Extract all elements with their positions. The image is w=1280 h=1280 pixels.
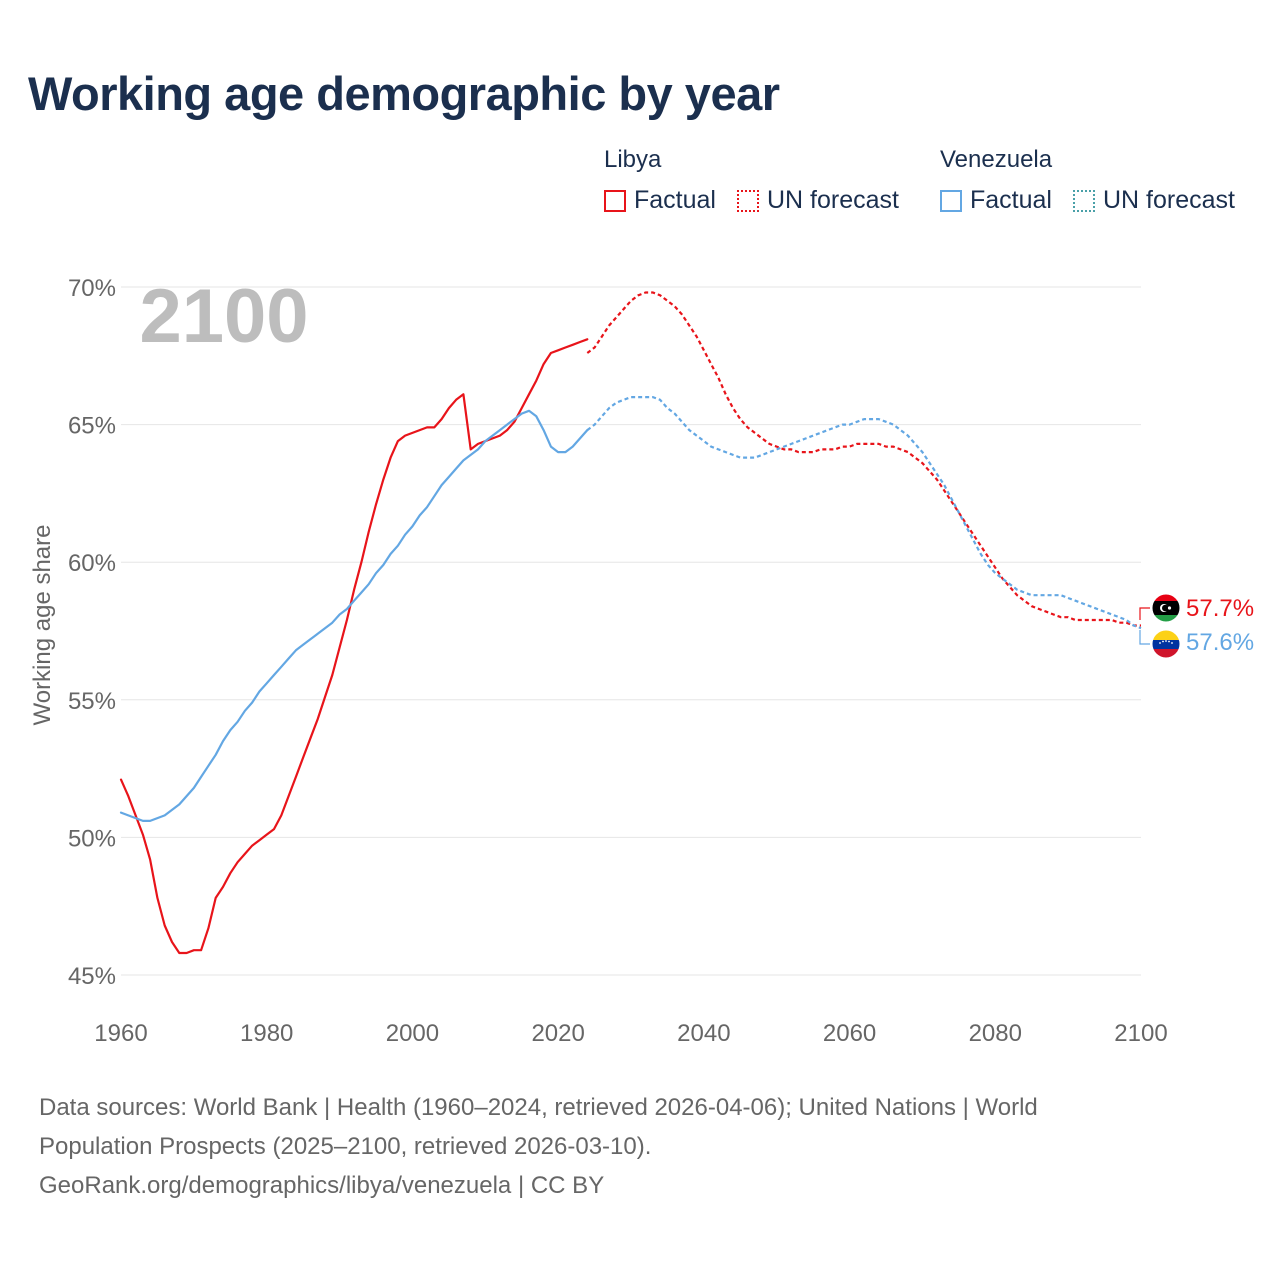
legend-venezuela-factual[interactable]: Factual (940, 186, 1052, 215)
y-tick-label: 65% (68, 413, 116, 440)
legend-libya-forecast-swatch (737, 189, 759, 212)
y-axis-label: Working age share (29, 525, 56, 726)
legend-libya-forecast[interactable]: UN forecast (737, 186, 899, 215)
x-tick-label: 2100 (1114, 1020, 1167, 1047)
legend-group-venezuela: Venezuela (940, 146, 1053, 173)
libya-flag-icon (1151, 593, 1181, 623)
x-tick-label: 1960 (94, 1020, 147, 1047)
venezuela-flag-icon (1151, 629, 1181, 659)
legend-venezuela-forecast-label: UN forecast (1103, 186, 1235, 214)
legend-libya-forecast-label: UN forecast (767, 186, 899, 214)
y-axis-ticks: 45% 50% 55% 60% 65% 70% (68, 275, 116, 990)
legend-venezuela-forecast[interactable]: UN forecast (1073, 186, 1235, 215)
legend-venezuela-factual-swatch (940, 189, 962, 212)
legend-libya-factual-swatch (604, 189, 626, 212)
y-tick-label: 60% (68, 550, 116, 577)
libya-end-connector (1139, 607, 1150, 620)
y-tick-label: 45% (68, 963, 116, 990)
x-tick-label: 1980 (240, 1020, 293, 1047)
y-tick-label: 55% (68, 688, 116, 715)
libya-end-value: 57.7% (1186, 595, 1254, 622)
legend-venezuela-forecast-swatch (1073, 189, 1095, 212)
footer-sources: Data sources: World Bank | Health (1960–… (39, 1088, 1159, 1205)
legend-libya-factual-label: Factual (634, 186, 716, 214)
grid-lines (121, 286, 1141, 976)
line-chart: 45% 50% 55% 60% 65% 70% 1960 1980 2000 2020 2040 2… (29, 274, 1254, 1047)
series-line-venezuela-un-forecast[interactable] (586, 396, 1142, 630)
legend-venezuela-factual-label: Factual (970, 186, 1052, 214)
y-tick-label: 50% (68, 825, 116, 852)
series-line-libya-un-forecast[interactable] (586, 291, 1141, 627)
legend-libya-factual[interactable]: Factual (604, 186, 716, 215)
series-group (119, 291, 1142, 955)
chart-title: Working age demographic by year (28, 67, 780, 120)
series-line-venezuela-factual[interactable] (119, 409, 589, 822)
x-tick-label: 2080 (969, 1020, 1022, 1047)
footer-attribution[interactable]: GeoRank.org/demographics/libya/venezuela… (39, 1172, 605, 1199)
x-tick-label: 2000 (386, 1020, 439, 1047)
footer-line-2: Population Prospects (2025–2100, retriev… (39, 1133, 652, 1160)
x-tick-label: 2040 (677, 1020, 730, 1047)
x-tick-label: 2060 (823, 1020, 876, 1047)
footer-line-1: Data sources: World Bank | Health (1960–… (39, 1094, 1038, 1121)
year-overlay: 2100 (139, 274, 308, 359)
series-line-libya-factual[interactable] (119, 338, 589, 955)
legend-group-libya: Libya (604, 146, 662, 173)
x-tick-label: 2020 (531, 1020, 584, 1047)
x-axis-ticks: 1960 1980 2000 2020 2040 2060 2080 2100 (94, 1020, 1167, 1047)
venezuela-end-value: 57.6% (1186, 629, 1254, 656)
venezuela-end-connector (1139, 630, 1150, 645)
y-tick-label: 70% (68, 275, 116, 302)
